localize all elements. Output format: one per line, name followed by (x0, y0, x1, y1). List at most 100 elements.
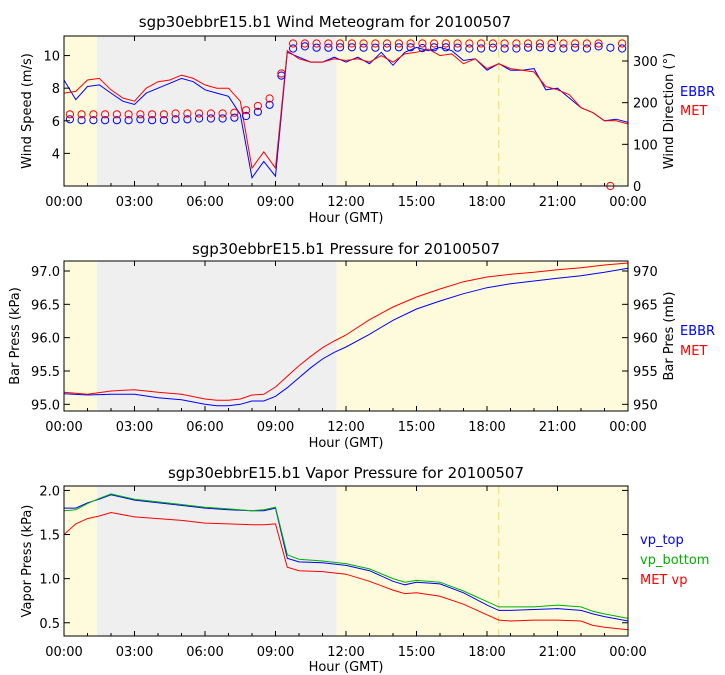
wind-met-direction-point (65, 110, 75, 119)
wind-plot-background (64, 36, 628, 186)
wind-met-direction-point (300, 39, 309, 48)
wind-ebbr-direction-point (606, 43, 615, 52)
vapor-legend-vp-bottom: vp_bottom (640, 553, 709, 568)
vapor-day-shade-morning (64, 486, 97, 636)
wind-y-tick-label: 4 (52, 147, 60, 162)
vapor-vp-top-line (64, 494, 629, 622)
wind-x-tick-label: 09:00 (257, 195, 294, 210)
wind-legend-ebbr: EBBR (680, 85, 715, 100)
wind-ebbr-direction-point (571, 43, 580, 52)
wind-y-tick-label: 10 (43, 50, 60, 65)
wind-ebbr-direction-point (371, 43, 380, 52)
wind-met-direction-point (559, 39, 568, 48)
wind-ebbr-direction-point (300, 42, 309, 51)
wind-met-direction-point (406, 39, 415, 48)
vapor-x-tick-label: 12:00 (327, 645, 364, 660)
pressure-y-tick-label: 96.0 (31, 332, 60, 347)
pressure-x-tick-label: 00:00 (609, 420, 646, 435)
wind-ebbr-direction-point (171, 115, 180, 124)
wind-legend-met: MET (680, 104, 707, 119)
wind-y2-tick-label: 300 (633, 55, 658, 70)
wind-y2-axis: 0 100 200 300 (622, 55, 658, 195)
vapor-legend-met-vp: MET vp (640, 573, 687, 588)
wind-met-direction-point (112, 110, 122, 119)
wind-y2-tick-label: 100 (633, 138, 658, 153)
wind-ebbr-direction-point (347, 43, 356, 52)
wind-x-tick-label: 15:00 (398, 195, 435, 210)
pressure-y2-tick-label: 950 (633, 398, 658, 413)
pressure-legend-ebbr: EBBR (680, 324, 715, 339)
vapor-legend-vp-top: vp_top (640, 533, 684, 548)
wind-met-direction-point (524, 39, 533, 48)
wind-x-tick-label: 03:00 (116, 195, 153, 210)
pressure-y2-tick-label: 970 (633, 265, 658, 280)
pressure-y-axis: 95.0 95.5 96.0 96.5 97.0 (31, 265, 70, 413)
wind-series-layer (63, 39, 629, 191)
vapor-x-tick-label: 18:00 (468, 645, 505, 660)
wind-ebbr-direction-point (383, 43, 392, 52)
wind-y2-tick-label: 0 (633, 180, 641, 195)
wind-met-direction-point (512, 39, 521, 48)
wind-ebbr-direction-point (618, 44, 627, 53)
wind-ebbr-direction-point (77, 116, 86, 125)
wind-y-tick-label: 8 (52, 82, 60, 97)
wind-met-direction-point (547, 39, 556, 48)
wind-ebbr-direction-point (465, 44, 474, 53)
wind-met-direction-point (89, 110, 98, 119)
wind-x-tick-label: 21:00 (539, 195, 576, 210)
wind-ebbr-direction-point (242, 111, 251, 121)
pressure-y-tick-label: 96.5 (31, 298, 60, 313)
wind-met-direction-point (136, 110, 145, 119)
vapor-panel: sgp30ebbrE15.b1 Vapor Pressure for 20100… (20, 464, 709, 675)
pressure-y-tick-label: 95.0 (31, 398, 60, 413)
vapor-vp-bottom-line (63, 493, 629, 619)
wind-met-direction-point (582, 39, 592, 48)
wind-ebbr-direction-point (253, 107, 262, 116)
vapor-x-tick-label: 21:00 (539, 645, 576, 660)
wind-ebbr-direction-point (101, 116, 110, 125)
wind-met-direction-point (312, 39, 321, 48)
wind-x-tick-label: 06:00 (186, 195, 223, 210)
wind-ebbr-direction-point (359, 43, 368, 52)
wind-ebbr-direction-point (65, 115, 75, 124)
wind-ebbr-direction-point (265, 100, 274, 109)
wind-ebbr-direction-point (206, 114, 215, 123)
wind-met-direction-point (488, 39, 497, 48)
pressure-x-tick-label: 06:00 (186, 420, 223, 435)
wind-ebbr-direction-point (183, 115, 192, 124)
wind-ebbr-direction-point (289, 44, 298, 53)
wind-met-direction-point (195, 109, 204, 118)
wind-met-direction-point (183, 109, 192, 118)
vapor-day-shade-afternoon (336, 486, 628, 636)
vapor-y-tick-label: 2.0 (39, 484, 60, 499)
wind-met-direction-point (230, 108, 239, 117)
wind-ebbr-direction-point (535, 43, 545, 52)
pressure-y-tick-label: 97.0 (31, 265, 60, 280)
vapor-x-tick-label: 00:00 (45, 645, 82, 660)
wind-met-direction-point (394, 39, 403, 48)
wind-met-direction-point (477, 39, 486, 48)
wind-met-direction-point (265, 94, 274, 103)
wind-met-direction-point (430, 39, 439, 48)
wind-ebbr-direction-point (559, 44, 568, 53)
vapor-y-tick-label: 0.5 (39, 617, 60, 632)
wind-met-direction-point (324, 39, 333, 48)
pressure-met-line (63, 262, 629, 401)
wind-x-tick-label: 00:00 (45, 195, 82, 210)
wind-y2-tick-label: 200 (633, 97, 658, 112)
pressure-series-layer (63, 262, 629, 407)
wind-met-direction-point (359, 39, 368, 48)
pressure-x-tick-label: 03:00 (116, 420, 153, 435)
wind-x-tick-label: 12:00 (327, 195, 364, 210)
pressure-x-tick-label: 15:00 (398, 420, 435, 435)
wind-met-direction-point (124, 110, 133, 119)
wind-met-direction-point (289, 39, 298, 48)
pressure-y2-tick-label: 960 (633, 332, 658, 347)
wind-ebbr-direction-point (230, 113, 239, 122)
pressure-x-tick-label: 18:00 (468, 420, 505, 435)
wind-ebbr-direction-point (594, 42, 603, 51)
wind-ebbr-direction-point (89, 116, 98, 125)
pressure-panel: sgp30ebbrE15.b1 Pressure for 20100507 00… (8, 240, 715, 451)
pressure-x-tick-label: 09:00 (257, 420, 294, 435)
wind-ebbr-direction-point (488, 43, 497, 52)
